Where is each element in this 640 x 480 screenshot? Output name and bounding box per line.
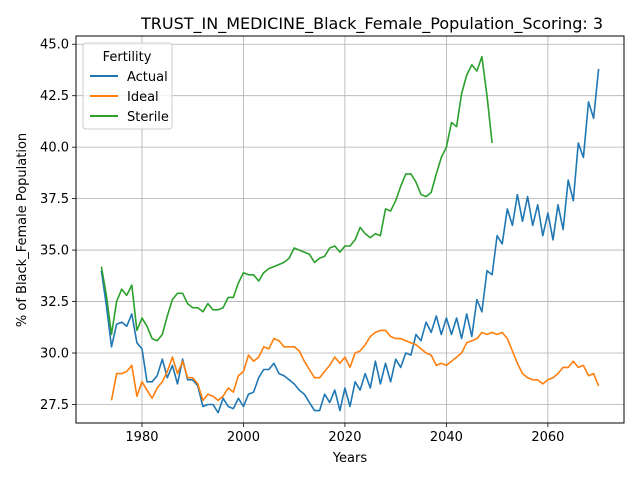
y-tick-label: 40.0 <box>40 141 69 156</box>
x-tick-label: 2000 <box>227 430 260 445</box>
x-tick-label: 2040 <box>430 430 463 445</box>
x-axis-ticks: 1980 2000 2020 2040 2060 <box>125 423 564 445</box>
x-tick-label: 2020 <box>328 430 361 445</box>
y-tick-label: 35.0 <box>40 244 69 259</box>
y-tick-label: 42.5 <box>40 89 69 104</box>
y-tick-label: 30.0 <box>40 347 69 362</box>
series-line-ideal <box>110 329 600 402</box>
y-tick-label: 37.5 <box>40 192 69 207</box>
y-axis-label: % of Black_Female Population <box>15 133 30 327</box>
series-line-sterile <box>100 55 493 342</box>
y-tick-label: 32.5 <box>40 295 69 310</box>
legend-title: Fertility <box>103 50 152 65</box>
y-tick-label: 45.0 <box>40 38 69 53</box>
legend-box <box>82 42 173 130</box>
x-tick-label: 1980 <box>125 430 158 445</box>
legend-label-actual: Actual <box>127 70 168 85</box>
series-lines <box>100 55 600 414</box>
chart-title: TRUST_IN_MEDICINE_Black_Female_Populatio… <box>140 14 603 34</box>
legend-label-ideal: Ideal <box>127 90 159 105</box>
y-axis-ticks: 27.5 30.0 32.5 35.0 37.5 40.0 42.5 45.0 <box>40 38 76 413</box>
x-axis-label: Years <box>332 451 368 466</box>
legend: Fertility Actual Ideal Sterile <box>82 42 173 130</box>
y-tick-label: 27.5 <box>40 398 69 413</box>
legend-label-sterile: Sterile <box>127 110 169 125</box>
x-tick-label: 2060 <box>531 430 564 445</box>
grid <box>76 36 624 423</box>
plot-frame <box>75 35 625 424</box>
